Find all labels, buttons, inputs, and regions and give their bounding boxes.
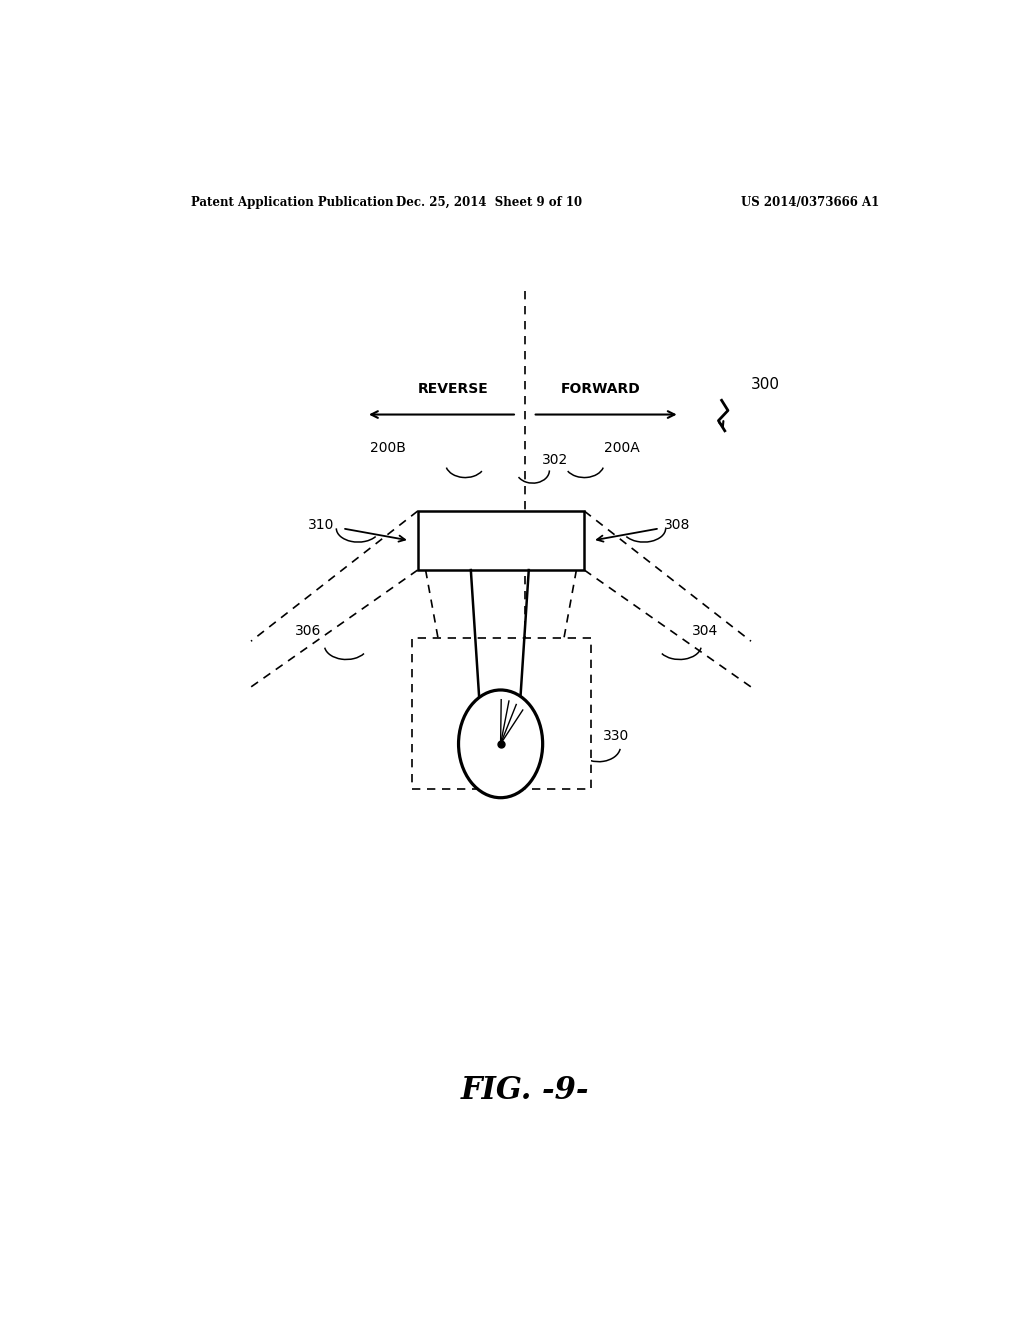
Text: 306: 306 [295,624,322,638]
Text: 200A: 200A [604,441,640,455]
Text: 330: 330 [602,729,629,743]
Text: 310: 310 [308,519,334,532]
Text: 302: 302 [543,453,568,467]
Text: REVERSE: REVERSE [418,383,488,396]
Text: FORWARD: FORWARD [560,383,640,396]
Text: 304: 304 [691,624,718,638]
Text: Patent Application Publication: Patent Application Publication [191,195,394,209]
Text: 308: 308 [664,519,690,532]
Text: Dec. 25, 2014  Sheet 9 of 10: Dec. 25, 2014 Sheet 9 of 10 [396,195,583,209]
Circle shape [459,690,543,797]
Text: FIG. -9-: FIG. -9- [461,1074,589,1106]
Text: US 2014/0373666 A1: US 2014/0373666 A1 [741,195,880,209]
Bar [418,511,585,570]
Bar [412,638,591,788]
Text: 300: 300 [751,376,780,392]
Text: 200B: 200B [370,441,406,455]
